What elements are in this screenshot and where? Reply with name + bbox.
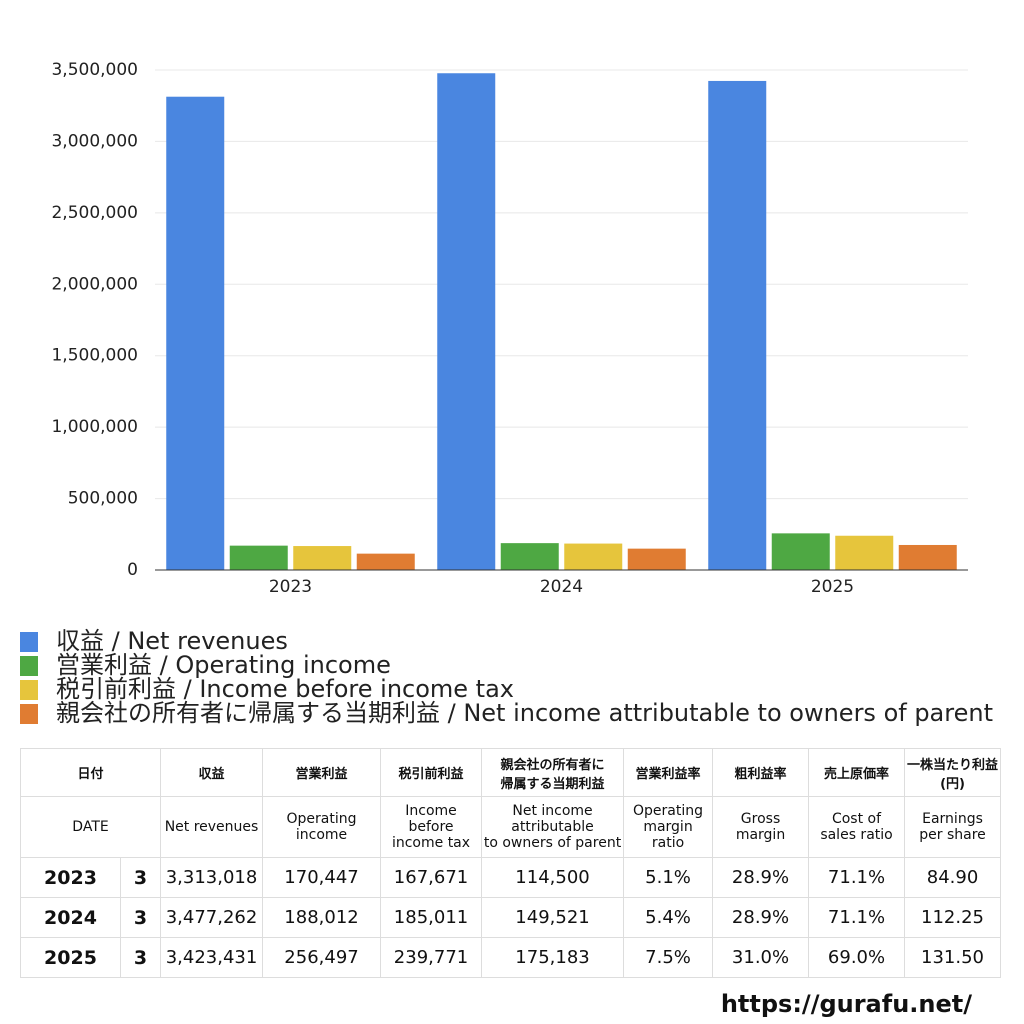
header-cell: 営業利益率 [623,748,714,797]
header-row: DATE Net revenues Operating income Income b… [19,796,1002,858]
legend-swatch [20,680,38,700]
header-cell: Operating income [262,796,382,858]
table-cell: 170,447 [262,857,382,898]
bar [708,80,767,571]
data-row: 2024 3 3,477,262 188,012 185,011 149,521 5.4% 2… [20,897,1002,938]
header-row: 日付 収益 営業利益 税引前利益 親会社の所有者に 帰属する当期利益 営業利益率 粗利益率売… [19,748,1002,797]
y-tick-label: 1,000,000 [51,417,138,437]
table-cell: 167,671 [380,857,483,898]
bar [500,543,559,570]
header-cell: Net revenues [160,796,264,858]
table-cell: 3 [119,857,162,898]
y-tick-label: 3,000,000 [51,131,138,151]
table-cell: 149,521 [481,897,625,938]
table-cell: 256,497 [262,937,382,978]
x-tick-label: 2023 [269,577,312,597]
bar [437,73,496,570]
header-cell: 営業利益 [262,748,382,797]
table-cell: 31.0% [712,937,810,978]
header-cell: 収益 [160,748,264,797]
table-cell: 3,423,431 [160,937,264,978]
header-cell: Operating margin ratio [623,796,714,858]
bar [166,96,225,570]
table-cell: 7.5% [623,937,714,978]
y-tick-label: 0 [127,560,138,580]
legend-swatch [20,704,38,724]
y-tick-label: 3,500,000 [51,60,138,80]
data-row: 2025 3 3,423,431 256,497 239,771 175,183 7.5% 3… [20,937,1002,978]
table-cell: 114,500 [481,857,625,898]
table-cell: 188,012 [262,897,382,938]
header-cell: 粗利益率 [712,748,810,797]
bar [293,546,352,570]
x-tick-label: 2025 [811,577,854,597]
header-cell: 売上原価率 [808,748,906,797]
header-cell: Net income attributable to owners of par… [481,796,625,858]
table-cell: 5.4% [623,897,714,938]
table-cell: 175,183 [481,937,625,978]
table-cell: 3 [119,937,162,978]
legend-label: 営業利益 / Operating income [56,651,391,679]
header-cell: Cost of sales ratio [808,796,906,858]
table-cell: 84.90 [904,857,1002,898]
y-tick-label: 2,000,000 [51,274,138,294]
table-cell: 69.0% [808,937,906,978]
table-cell: 71.1% [808,857,906,898]
header-cell: DATE [19,796,162,858]
table-cell: 71.1% [808,897,906,938]
table-cell: 5.1% [623,857,714,898]
header-cell: Gross margin [712,796,810,858]
header-cell: 税引前利益 [380,748,483,797]
bar [771,533,830,570]
bar [898,544,957,570]
header-cell: 日付 [19,748,162,797]
y-tick-label: 1,500,000 [51,346,138,366]
header-cell: Earnings per share [904,796,1002,858]
bar [835,535,894,570]
table-cell: 131.50 [904,937,1002,978]
table-cell: 3,477,262 [160,897,264,938]
data-table: 日付 収益 営業利益 税引前利益 親会社の所有者に 帰属する当期利益 営業利益率 粗利益率売… [19,748,1002,978]
bar [627,548,686,570]
bar [564,543,623,570]
legend-swatch [20,632,38,652]
legend-label: 収益 / Net revenues [56,627,288,655]
table-cell: 28.9% [712,897,810,938]
legend-label: 親会社の所有者に帰属する当期利益 / Net income attributab… [56,699,993,727]
chart: 0 500,000 1,000,000 1,500,000 2,000,000 2,500… [20,60,993,727]
table-cell: 2024 [20,897,121,938]
header-cell: Income before income tax [380,796,483,858]
footer-url: https://gurafu.net/ [720,990,972,1018]
table-cell: 28.9% [712,857,810,898]
y-tick-label: 500,000 [68,489,138,509]
table-cell: 2023 [20,857,121,898]
bar [229,545,288,570]
bar [356,553,415,570]
header-cell: 一株当たり利益 (円) [904,748,1002,797]
legend-swatch [20,656,38,676]
table-cell: 3 [119,897,162,938]
table-cell: 112.25 [904,897,1002,938]
table-cell: 3,313,018 [160,857,264,898]
y-tick-label: 2,500,000 [51,203,138,223]
table-cell: 239,771 [380,937,483,978]
table-cell: 185,011 [380,897,483,938]
data-row: 2023 3 3,313,018 170,447 167,671 114,500 5.1% 2… [20,857,1002,898]
header-cell: 親会社の所有者に 帰属する当期利益 [481,748,625,797]
table-cell: 2025 [20,937,121,978]
x-tick-label: 2024 [540,577,583,597]
legend-label: 税引前利益 / Income before income tax [56,675,514,703]
